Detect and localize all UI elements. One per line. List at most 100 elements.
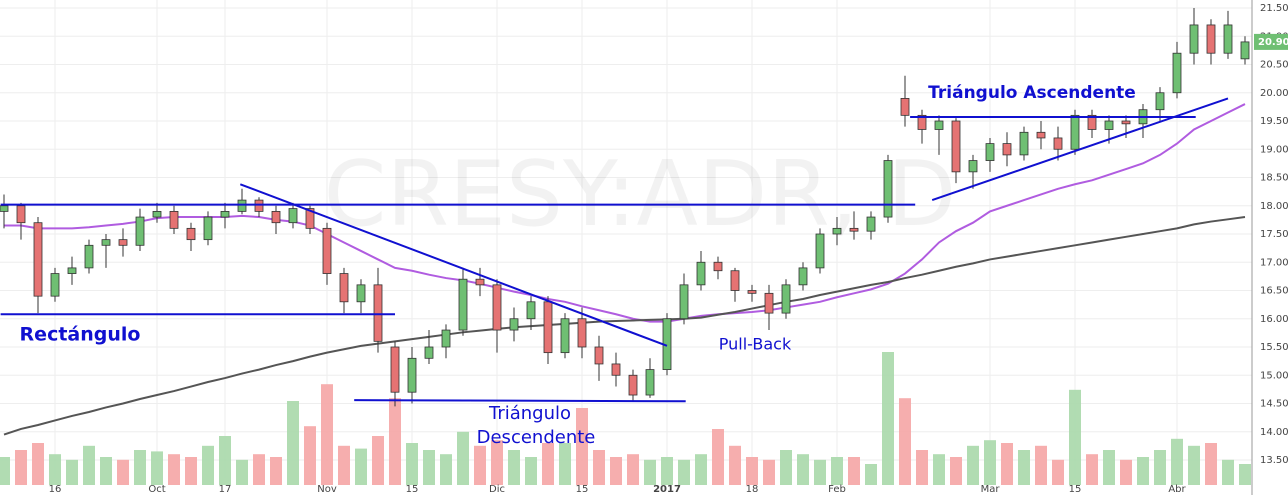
volume-bar	[1205, 443, 1217, 485]
volume-bar	[83, 445, 95, 485]
y-tick-label: 19.50	[1260, 116, 1288, 127]
axis: 13.50 14.00 14.50 15.00 15.50 16.00 16.50 17.00…	[49, 0, 1288, 495]
volume-bar	[304, 426, 316, 485]
candle-body	[815, 233, 825, 269]
candle-body	[152, 210, 162, 218]
y-tick-label: 20.00	[1260, 88, 1288, 99]
volume-bar	[899, 398, 911, 485]
x-tick-label: 15	[1069, 484, 1082, 495]
candle-body	[730, 270, 740, 291]
volume-bar	[916, 450, 928, 485]
volume-bar	[1035, 445, 1047, 485]
candle-body	[237, 199, 247, 212]
x-tick-label: 2017	[653, 484, 681, 495]
volume-bar	[542, 443, 554, 485]
x-tick-label: 18	[746, 484, 759, 495]
candle-body	[526, 301, 536, 320]
candle-body	[84, 244, 94, 269]
x-tick-label: 15	[576, 484, 589, 495]
annotation: Triángulo	[488, 403, 571, 424]
volume-bar	[525, 457, 537, 485]
volume-bar	[865, 464, 877, 485]
volume-bar	[984, 440, 996, 485]
trendline	[239, 183, 668, 347]
candle-body	[169, 210, 179, 229]
candle-body	[1053, 137, 1063, 150]
x-tick-label: 15	[406, 484, 419, 495]
volume-bar	[117, 459, 129, 485]
volume-bar	[355, 448, 367, 485]
candle-body	[764, 292, 774, 314]
grid	[0, 0, 1252, 478]
candle-body	[645, 369, 655, 396]
candle-body	[1206, 24, 1216, 54]
candle-body	[1036, 131, 1046, 139]
volume-bar	[423, 450, 435, 485]
volume-bar	[1001, 443, 1013, 485]
candle-body	[696, 261, 706, 286]
volume-bar	[1239, 464, 1251, 485]
volume-bar	[287, 401, 299, 485]
volume-bar	[1052, 459, 1064, 485]
x-tick-label: Feb	[828, 484, 846, 495]
volume-bar	[253, 454, 265, 485]
volume-bar	[389, 398, 401, 485]
candle-body	[1155, 92, 1165, 111]
x-tick-label: Nov	[317, 484, 337, 495]
volume-bar	[746, 457, 758, 485]
y-tick-label: 20.50	[1260, 60, 1288, 71]
candle-body	[577, 318, 587, 348]
last-price-label: 20.90	[1258, 37, 1288, 48]
candle-body	[883, 160, 893, 218]
volume-bar	[780, 450, 792, 485]
candle-body	[1240, 41, 1250, 60]
volume-bar	[678, 459, 690, 485]
y-tick-label: 16.50	[1260, 286, 1288, 297]
y-tick-label: 13.50	[1260, 455, 1288, 466]
annotations: Rectángulo Triángulo Descendente Pull-Back T…	[20, 83, 1136, 448]
trendline	[931, 97, 1229, 202]
volume-bar	[457, 431, 469, 485]
candle-body	[135, 216, 145, 246]
candle-body	[917, 114, 927, 130]
candle-body	[458, 278, 468, 331]
volume-bar	[797, 454, 809, 485]
candle-body	[424, 346, 434, 359]
candle-body	[203, 216, 213, 241]
trendlines	[0, 97, 1229, 403]
candle-body	[33, 222, 43, 297]
candle-body	[288, 208, 298, 224]
y-tick-label: 14.00	[1260, 427, 1288, 438]
volume-bar	[950, 457, 962, 485]
volume-bar	[236, 459, 248, 485]
y-tick-label: 15.00	[1260, 370, 1288, 381]
annotation: Descendente	[477, 427, 596, 448]
volume-bar	[695, 454, 707, 485]
volume	[0, 352, 1251, 485]
candle-body	[0, 205, 9, 212]
volume-bar	[814, 459, 826, 485]
y-tick-label: 14.50	[1260, 399, 1288, 410]
volume-bar	[134, 450, 146, 485]
candle-body	[492, 284, 502, 331]
candle-body	[679, 284, 689, 320]
candle-body	[628, 374, 638, 396]
candle-body	[798, 267, 808, 286]
candle-body	[407, 357, 417, 393]
candle-body	[322, 227, 332, 274]
volume-bar	[100, 457, 112, 485]
candle-body	[1070, 114, 1080, 150]
volume-bar	[185, 457, 197, 485]
volume-bar	[627, 454, 639, 485]
y-tick-label: 17.50	[1260, 229, 1288, 240]
candle-body	[1121, 120, 1131, 125]
candle-body	[594, 346, 604, 365]
volume-bar	[168, 454, 180, 485]
volume-bar	[15, 450, 27, 485]
volume-bar	[1137, 457, 1149, 485]
annotation: Rectángulo	[20, 324, 141, 346]
candle-body	[305, 208, 315, 229]
candle-body	[866, 216, 876, 232]
volume-bar	[933, 454, 945, 485]
